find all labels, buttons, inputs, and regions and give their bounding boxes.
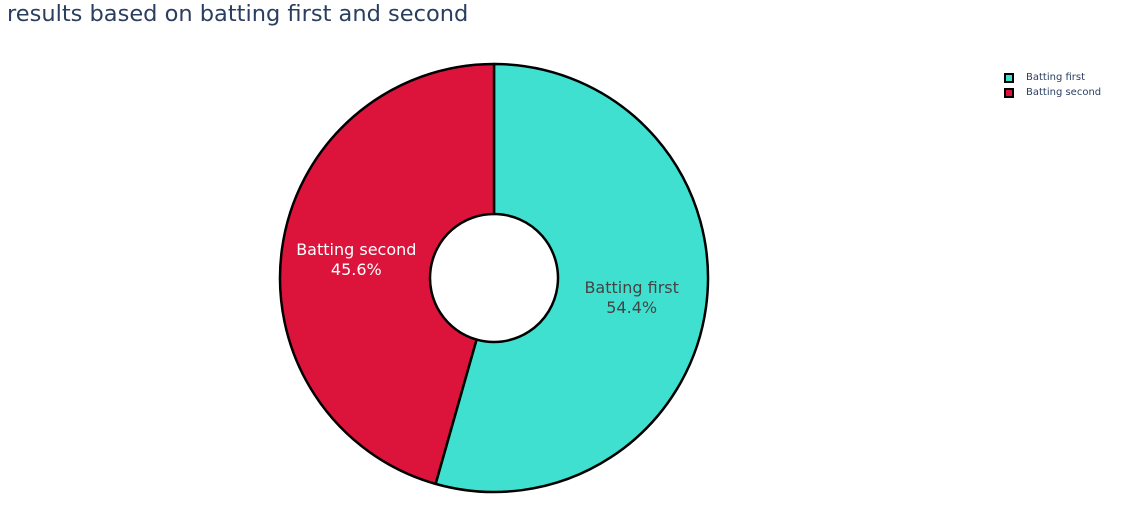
legend-swatch-batting-second: [1004, 87, 1014, 98]
donut-slices: [278, 62, 710, 494]
legend: Batting first Batting second: [1004, 70, 1101, 100]
legend-swatch-batting-first: [1004, 72, 1014, 83]
legend-label-batting-first: Batting first: [1026, 72, 1086, 83]
slice-labels: Batting first 54.4% Batting second 45.6%: [296, 240, 679, 317]
chart-title: results based on batting first and secon…: [7, 1, 469, 27]
slice-name-batting-first: Batting first: [584, 278, 678, 297]
slice-percent-batting-first: 54.4%: [606, 298, 657, 317]
legend-label-batting-second: Batting second: [1026, 87, 1102, 98]
slice-label-batting-second: Batting second 45.6%: [296, 240, 416, 279]
legend-item-batting-first[interactable]: Batting first: [1004, 70, 1101, 85]
slice-name-batting-second: Batting second: [296, 240, 416, 259]
slice-percent-batting-second: 45.6%: [331, 260, 382, 279]
slice-label-batting-first: Batting first 54.4%: [584, 278, 678, 317]
slice-batting-first[interactable]: [434, 62, 710, 494]
slice-batting-second[interactable]: [278, 62, 496, 486]
legend-item-batting-second[interactable]: Batting second: [1004, 85, 1101, 100]
